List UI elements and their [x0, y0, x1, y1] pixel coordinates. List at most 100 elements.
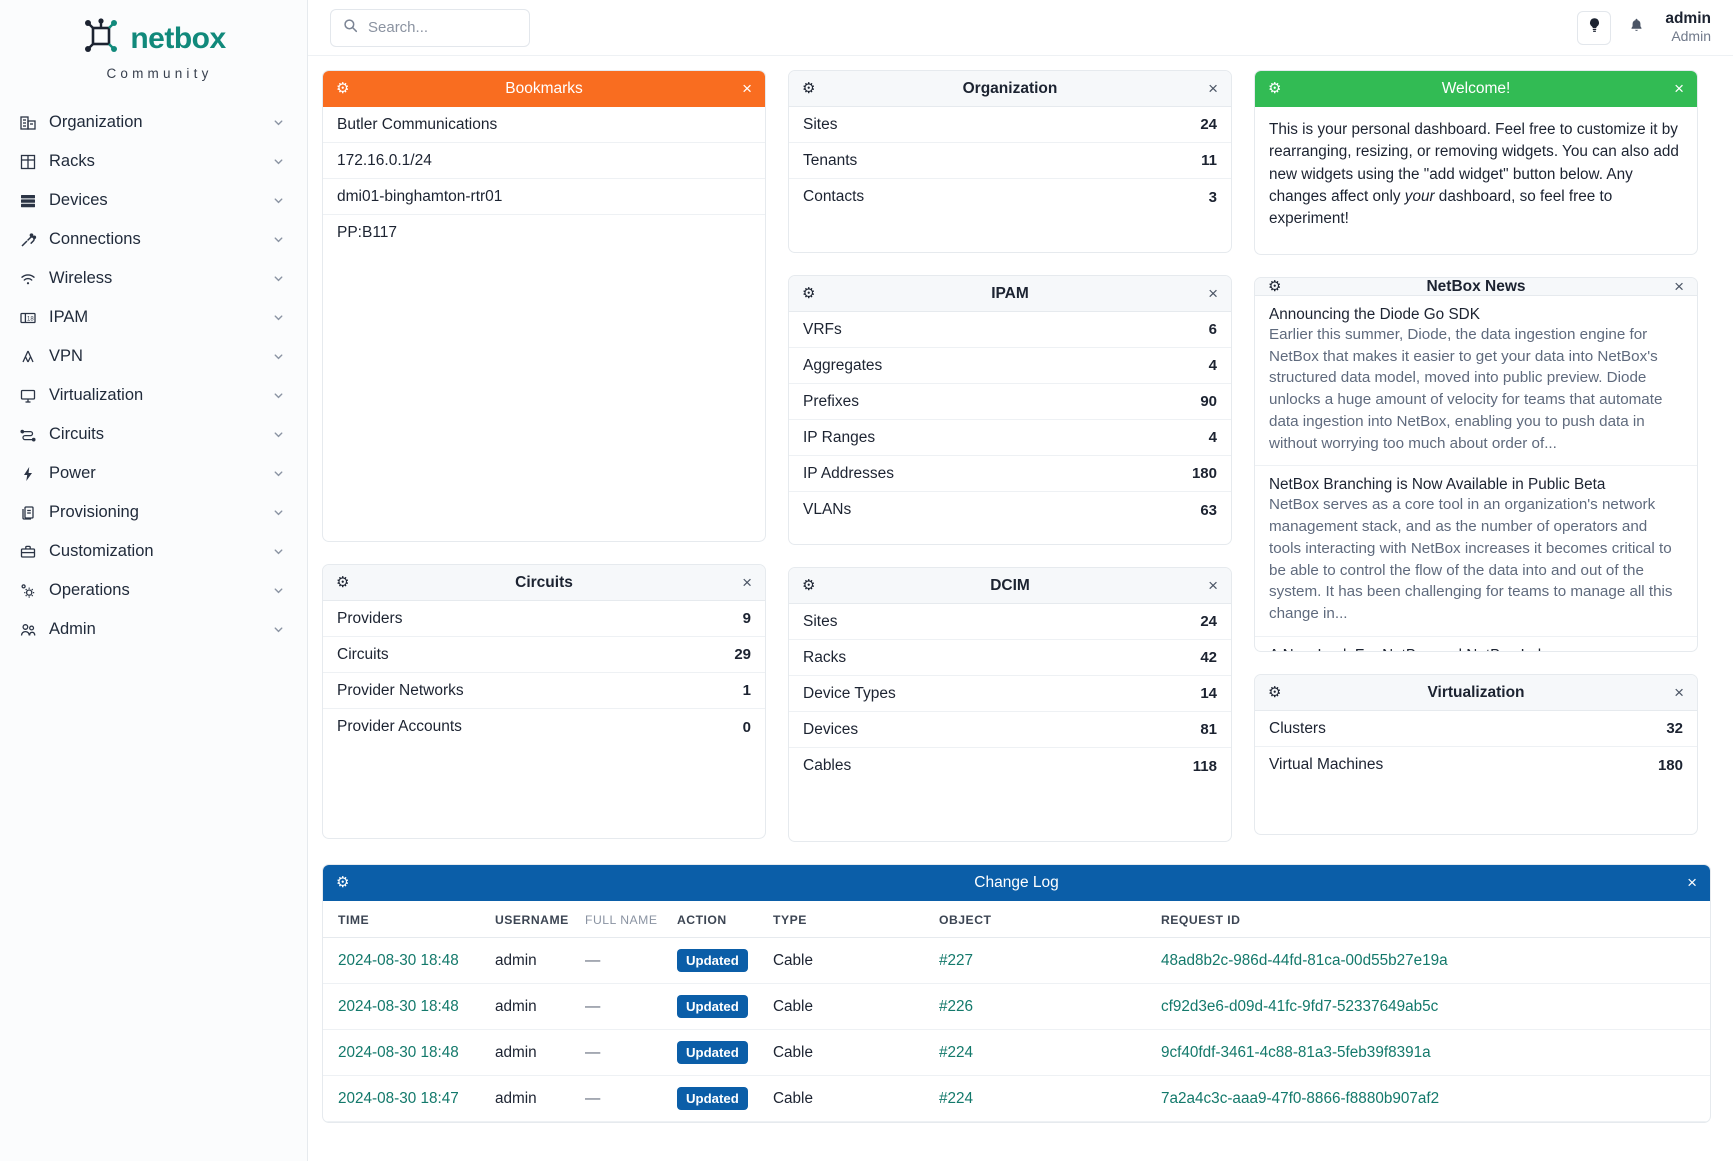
sidebar-item-circuits[interactable]: Circuits [0, 415, 307, 454]
news-item[interactable]: Announcing the Diode Go SDK Earlier this … [1255, 296, 1697, 467]
sidebar-item-devices[interactable]: Devices [0, 181, 307, 220]
sidebar-item-ipam[interactable]: 18 IPAM [0, 298, 307, 337]
changelog-time[interactable]: 2024-08-30 18:47 [338, 1089, 459, 1107]
sidebar-item-organization[interactable]: Organization [0, 103, 307, 142]
list-item[interactable]: IP Ranges 4 [789, 420, 1231, 456]
sidebar-item-power[interactable]: Power [0, 454, 307, 493]
user-menu[interactable]: admin Admin [1665, 10, 1711, 45]
chevron-down-icon[interactable] [272, 428, 285, 441]
changelog-request-id[interactable]: 7a2a4c3c-aaa9-47f0-8866-f8880b907af2 [1161, 1089, 1440, 1107]
brand-logo[interactable]: netbox Community [0, 8, 307, 103]
bookmark-item[interactable]: Butler Communications [323, 107, 765, 143]
close-icon[interactable]: × [1674, 277, 1684, 296]
chevron-down-icon[interactable] [272, 467, 285, 480]
bookmark-item[interactable]: dmi01-binghamton-rtr01 [323, 179, 765, 215]
table-row[interactable]: 2024-08-30 18:48 admin — Updated Cable #226 cf… [323, 983, 1710, 1030]
list-item[interactable]: Contacts 3 [789, 179, 1231, 215]
news-item[interactable]: NetBox Branching is Now Available in Pub… [1255, 466, 1697, 637]
chevron-down-icon[interactable] [272, 233, 285, 246]
gear-icon[interactable]: ⚙ [1268, 684, 1282, 701]
sidebar-item-provisioning[interactable]: Provisioning [0, 493, 307, 532]
list-item[interactable]: Circuits 29 [323, 637, 765, 673]
list-item[interactable]: VLANs 63 [789, 492, 1231, 528]
list-item[interactable]: Provider Networks 1 [323, 673, 765, 709]
close-icon[interactable]: × [1687, 873, 1697, 892]
gear-icon[interactable]: ⚙ [802, 577, 816, 594]
close-icon[interactable]: × [742, 79, 752, 98]
sidebar-item-operations[interactable]: Operations [0, 571, 307, 610]
list-item[interactable]: Provider Accounts 0 [323, 709, 765, 745]
sidebar-item-virtualization[interactable]: Virtualization [0, 376, 307, 415]
table-row[interactable]: 2024-08-30 18:48 admin — Updated Cable #227 48… [323, 937, 1710, 984]
gear-icon[interactable]: ⚙ [336, 874, 350, 891]
list-item[interactable]: Devices 81 [789, 712, 1231, 748]
sidebar-item-racks[interactable]: Racks [0, 142, 307, 181]
changelog-request-id[interactable]: 9cf40fdf-3461-4c88-81a3-5feb39f8391a [1161, 1043, 1431, 1061]
gear-icon[interactable]: ⚙ [802, 285, 816, 302]
chevron-down-icon[interactable] [272, 194, 285, 207]
list-item[interactable]: Prefixes 90 [789, 384, 1231, 420]
sidebar-item-vpn[interactable]: VPN [0, 337, 307, 376]
bookmark-item[interactable]: PP:B117 [337, 224, 398, 241]
close-icon[interactable]: × [1674, 683, 1684, 702]
news-item[interactable]: A New Look For NetBox and NetBox Labs [1255, 637, 1697, 651]
gear-icon[interactable]: ⚙ [336, 574, 350, 591]
gear-icon[interactable]: ⚙ [336, 80, 350, 97]
close-icon[interactable]: × [742, 573, 752, 592]
changelog-request-id[interactable]: cf92d3e6-d09d-41fc-9fd7-52337649ab5c [1161, 997, 1439, 1015]
list-item[interactable]: Providers 9 [323, 601, 765, 637]
sidebar-item-connections[interactable]: Connections [0, 220, 307, 259]
list-item[interactable]: Sites 24 [789, 107, 1231, 143]
close-icon[interactable]: × [1208, 284, 1218, 303]
changelog-time[interactable]: 2024-08-30 18:48 [338, 951, 459, 969]
close-icon[interactable]: × [1208, 79, 1218, 98]
list-item[interactable]: IP Addresses 180 [789, 456, 1231, 492]
list-item[interactable]: Device Types 14 [789, 676, 1231, 712]
chevron-down-icon[interactable] [272, 155, 285, 168]
list-item[interactable]: Aggregates 4 [789, 348, 1231, 384]
sidebar-item-customization[interactable]: Customization [0, 532, 307, 571]
list-item[interactable]: Racks 42 [789, 640, 1231, 676]
notifications-button[interactable] [1619, 11, 1653, 45]
gear-icon[interactable]: ⚙ [1268, 80, 1282, 97]
search-box[interactable] [330, 8, 530, 47]
chevron-down-icon[interactable] [272, 272, 285, 285]
list-item[interactable]: Virtual Machines 180 [1255, 747, 1697, 783]
search-input[interactable] [368, 19, 517, 36]
organization-list: Sites 24 Tenants 11 Contacts 3 [789, 107, 1231, 252]
theme-toggle-button[interactable] [1577, 10, 1612, 45]
changelog-object-link[interactable]: #226 [939, 997, 974, 1015]
table-row[interactable]: 2024-08-30 18:47 admin — Updated Cable #224 7a… [323, 1075, 1710, 1122]
changelog-time[interactable]: 2024-08-30 18:48 [338, 997, 459, 1015]
sidebar-item-admin[interactable]: Admin [0, 610, 307, 649]
list-item-value: 1 [742, 682, 751, 699]
list-item[interactable]: Tenants 11 [789, 143, 1231, 179]
chevron-down-icon[interactable] [272, 584, 285, 597]
list-item-value: 42 [1200, 649, 1217, 666]
sidebar-item-wireless[interactable]: Wireless [0, 259, 307, 298]
chevron-down-icon[interactable] [272, 389, 285, 402]
bookmark-item[interactable]: 172.16.0.1/24 [323, 143, 765, 179]
chevron-down-icon[interactable] [272, 623, 285, 636]
changelog-fullname: — [585, 1075, 677, 1122]
list-item[interactable]: VRFs 6 [789, 312, 1231, 348]
chevron-down-icon[interactable] [272, 116, 285, 129]
chevron-down-icon[interactable] [272, 506, 285, 519]
close-icon[interactable]: × [1208, 576, 1218, 595]
chevron-down-icon[interactable] [272, 545, 285, 558]
chevron-down-icon[interactable] [272, 311, 285, 324]
chevron-down-icon[interactable] [272, 350, 285, 363]
gear-icon[interactable]: ⚙ [1268, 278, 1282, 295]
close-icon[interactable]: × [1674, 79, 1684, 98]
table-row[interactable]: 2024-08-30 18:48 admin — Updated Cable #224 9c… [323, 1029, 1710, 1076]
gear-icon[interactable]: ⚙ [802, 80, 816, 97]
list-item[interactable]: Clusters 32 [1255, 711, 1697, 747]
changelog-object-link[interactable]: #224 [939, 1043, 974, 1061]
list-item[interactable]: Cables 118 [789, 748, 1231, 784]
changelog-object-link[interactable]: #227 [939, 951, 974, 969]
list-item-label: IP Ranges [803, 428, 876, 446]
changelog-object-link[interactable]: #224 [939, 1089, 974, 1107]
changelog-request-id[interactable]: 48ad8b2c-986d-44fd-81ca-00d55b27e19a [1161, 951, 1448, 969]
list-item[interactable]: Sites 24 [789, 604, 1231, 640]
changelog-time[interactable]: 2024-08-30 18:48 [338, 1043, 459, 1061]
